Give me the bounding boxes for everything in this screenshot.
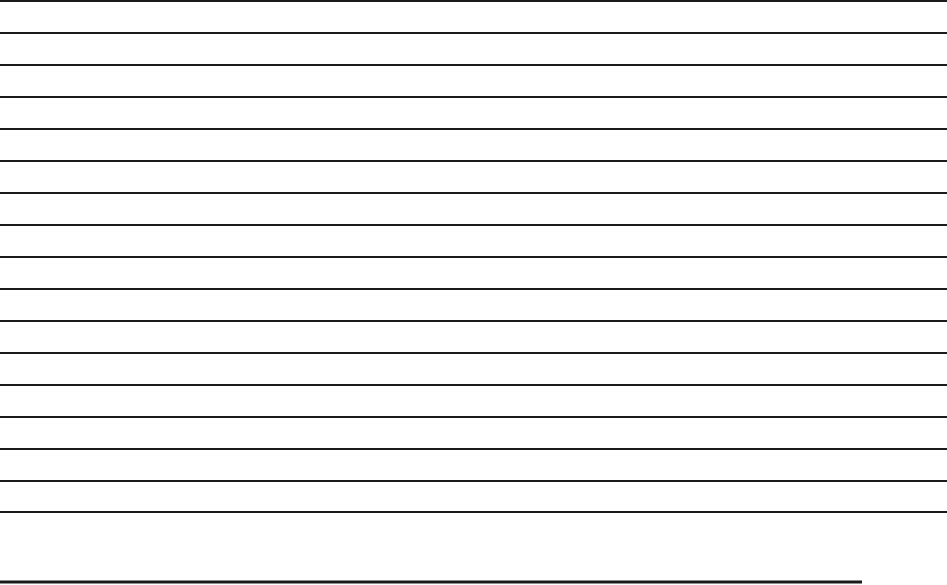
paper xyxy=(0,0,947,585)
page: {} xyxy=(0,0,947,585)
lined-sheet xyxy=(0,0,947,585)
